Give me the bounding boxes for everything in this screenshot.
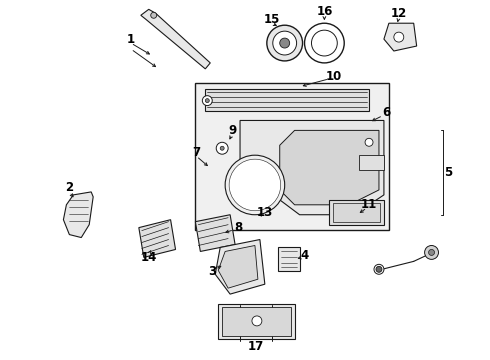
Circle shape [312,30,337,56]
Polygon shape [218,246,258,288]
Polygon shape [384,23,416,51]
Circle shape [229,159,281,211]
Polygon shape [222,307,291,336]
Text: 4: 4 [300,249,309,262]
Circle shape [374,264,384,274]
Circle shape [220,146,224,150]
Circle shape [245,175,265,195]
Polygon shape [333,203,380,222]
Polygon shape [63,192,93,238]
Polygon shape [196,83,389,230]
Polygon shape [196,215,235,251]
Circle shape [365,138,373,146]
Text: 1: 1 [127,33,135,46]
Polygon shape [141,9,210,69]
Text: 16: 16 [316,5,333,18]
Text: 6: 6 [382,106,390,119]
Polygon shape [329,200,384,225]
Circle shape [151,12,157,18]
Polygon shape [359,155,384,170]
Circle shape [280,38,290,48]
Polygon shape [218,304,294,339]
Text: 8: 8 [234,221,242,234]
Circle shape [267,25,302,61]
Text: 3: 3 [208,265,216,278]
Circle shape [273,31,296,55]
Polygon shape [139,220,175,257]
Circle shape [425,246,439,260]
Polygon shape [205,89,369,111]
Text: 13: 13 [257,206,273,219]
Polygon shape [280,130,379,205]
Circle shape [305,23,344,63]
Text: 5: 5 [444,166,453,179]
Text: 9: 9 [228,124,236,137]
Text: 11: 11 [361,198,377,211]
Text: 12: 12 [391,7,407,20]
Text: 7: 7 [192,146,200,159]
Circle shape [205,99,209,103]
Text: 17: 17 [248,340,264,353]
Circle shape [252,316,262,326]
Polygon shape [240,121,384,215]
Circle shape [225,155,285,215]
Text: 10: 10 [326,70,343,83]
Text: 15: 15 [264,13,280,26]
Circle shape [216,142,228,154]
Polygon shape [215,239,265,294]
Polygon shape [278,247,299,271]
Circle shape [202,96,212,105]
Circle shape [394,32,404,42]
Text: 2: 2 [65,181,74,194]
Circle shape [429,249,435,255]
Text: 14: 14 [141,251,157,264]
Circle shape [237,167,273,203]
Circle shape [376,266,382,272]
